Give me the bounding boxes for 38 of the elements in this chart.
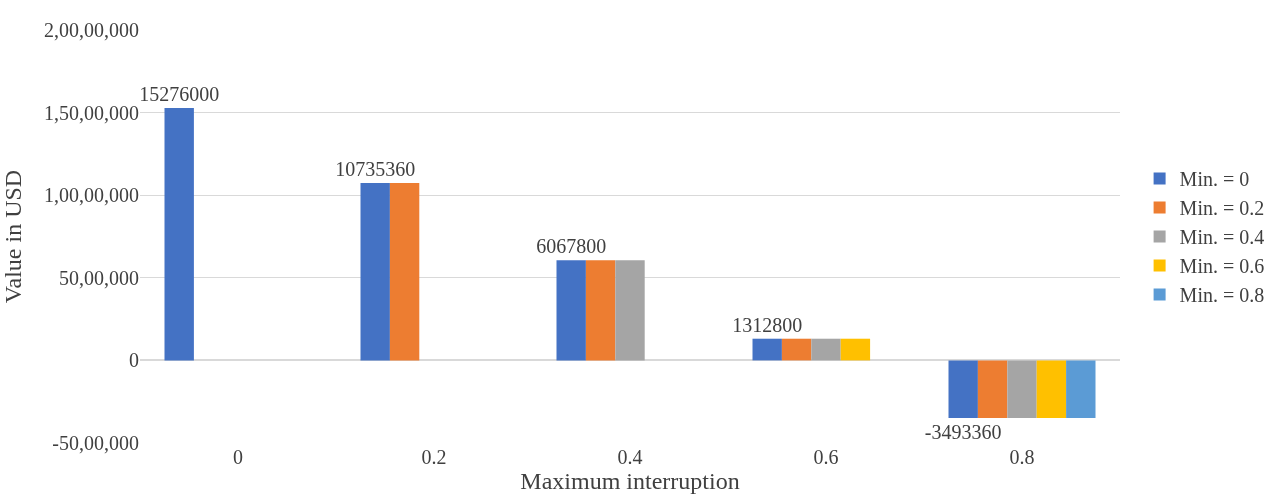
y-tick-label: 1,50,00,000 — [44, 101, 139, 124]
legend-label: Min. = 0 — [1179, 168, 1250, 191]
bar — [811, 338, 841, 361]
y-axis-title: Value in USD — [0, 169, 27, 304]
bar — [1007, 360, 1037, 419]
bar — [1036, 360, 1067, 419]
data-label: -3493360 — [924, 421, 1002, 444]
bar — [360, 183, 390, 361]
y-tick-label: -50,00,000 — [52, 432, 139, 454]
data-label: 6067800 — [536, 235, 607, 258]
y-tick-label: 2,00,00,000 — [44, 19, 139, 41]
x-tick-label: 0.6 — [813, 446, 839, 468]
bar — [164, 108, 194, 361]
bar — [615, 260, 645, 361]
bar — [752, 338, 782, 361]
bar — [585, 260, 616, 361]
x-tick-label: 0 — [233, 446, 243, 468]
bar — [781, 338, 812, 361]
bar — [948, 360, 978, 419]
x-tick-label: 0.2 — [421, 446, 447, 468]
y-tick-label: 1,00,00,000 — [44, 184, 139, 207]
x-tick-label: 0.8 — [1009, 446, 1035, 468]
y-tick-label: 0 — [129, 349, 139, 372]
data-label: 1312800 — [732, 313, 803, 336]
legend-label: Min. = 0.4 — [1179, 226, 1265, 249]
x-tick-label: 0.4 — [617, 446, 643, 468]
legend-label: Min. = 0.6 — [1179, 255, 1265, 278]
bar — [389, 183, 420, 361]
data-label: 10735360 — [335, 158, 416, 181]
x-axis-title: Maximum interruption — [520, 468, 740, 495]
bar — [556, 260, 586, 361]
bar — [840, 338, 871, 361]
legend-label: Min. = 0.8 — [1179, 284, 1265, 307]
data-label: 15276000 — [139, 83, 220, 106]
y-tick-label: 50,00,000 — [59, 266, 139, 289]
legend-label: Min. = 0.2 — [1179, 197, 1265, 220]
bar — [977, 360, 1008, 419]
bar — [1066, 360, 1096, 419]
